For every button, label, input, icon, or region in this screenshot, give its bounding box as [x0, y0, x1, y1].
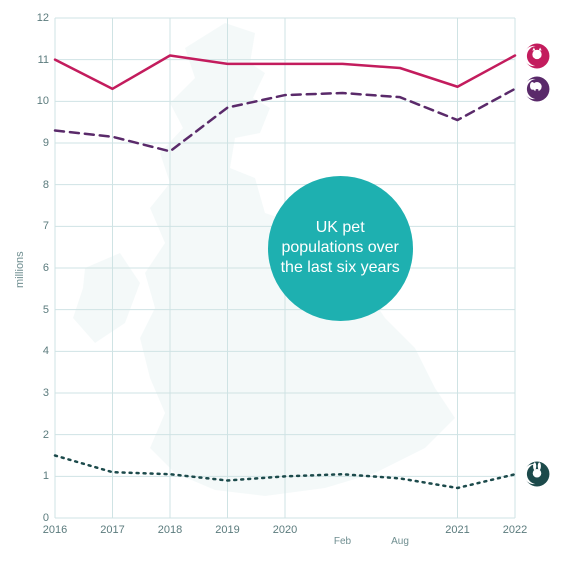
- x-tick-label: 2016: [43, 524, 67, 536]
- rabbits-icon: [523, 460, 551, 488]
- x-tick-label: 2021: [445, 524, 469, 536]
- x-tick-label: 2017: [100, 524, 124, 536]
- y-tick-label: 11: [21, 54, 49, 66]
- annotation-text: UK pet populations over the last six yea…: [278, 218, 403, 278]
- y-tick-label: 0: [21, 512, 49, 524]
- cats-icon: [523, 42, 551, 70]
- y-tick-label: 10: [21, 95, 49, 107]
- x-tick-label: 2018: [158, 524, 182, 536]
- y-tick-label: 3: [21, 387, 49, 399]
- x-tick-label: 2020: [273, 524, 297, 536]
- y-tick-label: 4: [21, 345, 49, 357]
- dogs-icon: [523, 75, 551, 103]
- y-tick-label: 2: [21, 429, 49, 441]
- annotation-bubble: UK pet populations over the last six yea…: [268, 176, 413, 321]
- x-tick-label: 2022: [503, 524, 527, 536]
- pet-population-chart: millions 0123456789101112 20162017201820…: [0, 0, 570, 570]
- x-tick-label: Feb: [334, 536, 351, 547]
- x-tick-label: 2019: [215, 524, 239, 536]
- y-tick-label: 5: [21, 304, 49, 316]
- y-tick-label: 8: [21, 179, 49, 191]
- y-tick-label: 12: [21, 12, 49, 24]
- x-tick-label: Aug: [391, 536, 409, 547]
- y-tick-label: 7: [21, 220, 49, 232]
- y-tick-label: 9: [21, 137, 49, 149]
- y-tick-label: 1: [21, 470, 49, 482]
- y-tick-label: 6: [21, 262, 49, 274]
